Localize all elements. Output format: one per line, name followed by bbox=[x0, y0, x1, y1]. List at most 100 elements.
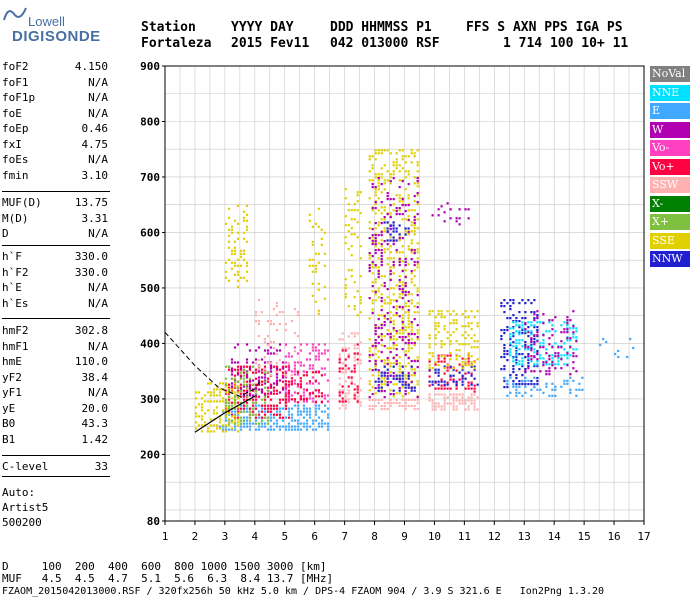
echo-point bbox=[200, 430, 204, 433]
echo-point bbox=[209, 424, 213, 427]
echo-point bbox=[398, 336, 401, 339]
echo-point bbox=[410, 365, 413, 368]
echo-point bbox=[239, 404, 243, 407]
echo-point bbox=[302, 388, 305, 391]
echo-point bbox=[617, 355, 620, 359]
echo-point bbox=[371, 240, 374, 243]
echo-point bbox=[467, 217, 470, 220]
echo-point bbox=[524, 332, 527, 335]
echo-point bbox=[533, 365, 536, 368]
echo-point bbox=[389, 302, 392, 305]
echo-point bbox=[392, 173, 395, 176]
echo-point bbox=[317, 389, 320, 392]
echo-point bbox=[254, 314, 257, 317]
echo-point bbox=[392, 299, 395, 302]
echo-point bbox=[473, 334, 476, 337]
echo-point bbox=[368, 227, 371, 230]
echo-point bbox=[275, 382, 279, 385]
echo-point bbox=[524, 385, 527, 388]
echo-point bbox=[440, 343, 443, 346]
echo-point bbox=[536, 363, 539, 366]
echo-point bbox=[368, 297, 371, 300]
echo-point bbox=[473, 399, 476, 402]
echo-point bbox=[230, 415, 234, 418]
echo-point bbox=[305, 419, 309, 422]
echo-point bbox=[347, 385, 350, 388]
echo-point bbox=[404, 276, 407, 279]
echo-point bbox=[377, 336, 380, 339]
echo-point bbox=[347, 398, 350, 401]
echo-point bbox=[248, 389, 252, 392]
echo-point bbox=[533, 319, 536, 322]
echo-point bbox=[404, 233, 407, 236]
echo-point bbox=[512, 356, 515, 359]
echo-point bbox=[233, 425, 237, 428]
echo-point bbox=[434, 393, 437, 396]
echo-point bbox=[245, 358, 249, 361]
echo-point bbox=[206, 430, 210, 433]
echo-point bbox=[254, 392, 258, 395]
echo-point bbox=[512, 357, 515, 360]
echo-point bbox=[242, 258, 246, 261]
echo-point bbox=[368, 270, 371, 273]
echo-point bbox=[236, 371, 240, 374]
echo-point bbox=[530, 333, 533, 336]
echo-point bbox=[431, 380, 434, 383]
echo-point bbox=[269, 425, 273, 428]
echo-point bbox=[236, 343, 240, 346]
echo-point bbox=[416, 380, 419, 383]
echo-point bbox=[536, 352, 539, 355]
echo-point bbox=[455, 383, 458, 386]
echo-point bbox=[236, 407, 240, 410]
echo-point bbox=[524, 302, 527, 305]
echo-point bbox=[521, 299, 524, 302]
echo-point bbox=[569, 388, 572, 391]
echo-point bbox=[386, 288, 389, 291]
echo-point bbox=[272, 341, 275, 344]
echo-point bbox=[530, 337, 533, 340]
echo-point bbox=[452, 367, 455, 370]
echo-point bbox=[506, 382, 509, 385]
echo-point bbox=[518, 353, 521, 356]
echo-point bbox=[341, 385, 344, 388]
echo-point bbox=[503, 344, 506, 347]
echo-point bbox=[266, 362, 269, 365]
echo-point bbox=[389, 228, 392, 231]
echo-point bbox=[473, 365, 476, 368]
echo-point bbox=[527, 379, 530, 382]
echo-point bbox=[287, 383, 291, 386]
echo-point bbox=[218, 427, 222, 430]
echo-point bbox=[353, 203, 356, 206]
echo-point bbox=[389, 212, 392, 215]
echo-point bbox=[233, 346, 237, 349]
echo-point bbox=[455, 328, 458, 331]
param-name: foE bbox=[2, 106, 22, 120]
echo-point bbox=[527, 321, 530, 324]
echo-point bbox=[269, 428, 273, 431]
echo-point bbox=[281, 380, 285, 383]
echo-point bbox=[533, 334, 536, 337]
echo-point bbox=[533, 326, 536, 329]
echo-point bbox=[341, 338, 344, 341]
echo-point bbox=[224, 401, 228, 404]
echo-point bbox=[269, 352, 273, 355]
echo-point bbox=[245, 386, 249, 389]
echo-point bbox=[236, 365, 240, 368]
echo-point bbox=[521, 383, 524, 386]
echo-point bbox=[392, 375, 395, 378]
echo-point bbox=[395, 383, 398, 386]
echo-point bbox=[215, 427, 219, 430]
echo-point bbox=[350, 269, 353, 272]
echo-point bbox=[389, 321, 392, 324]
echo-point bbox=[269, 391, 273, 394]
echo-point bbox=[395, 377, 398, 380]
echo-point bbox=[224, 382, 228, 385]
echo-point bbox=[416, 194, 419, 197]
echo-point bbox=[416, 180, 419, 183]
echo-point bbox=[452, 331, 455, 334]
echo-point bbox=[521, 339, 524, 342]
echo-point bbox=[317, 391, 320, 394]
echo-point bbox=[380, 222, 383, 225]
echo-point bbox=[353, 394, 356, 397]
param-value: 13.75 bbox=[74, 196, 108, 209]
